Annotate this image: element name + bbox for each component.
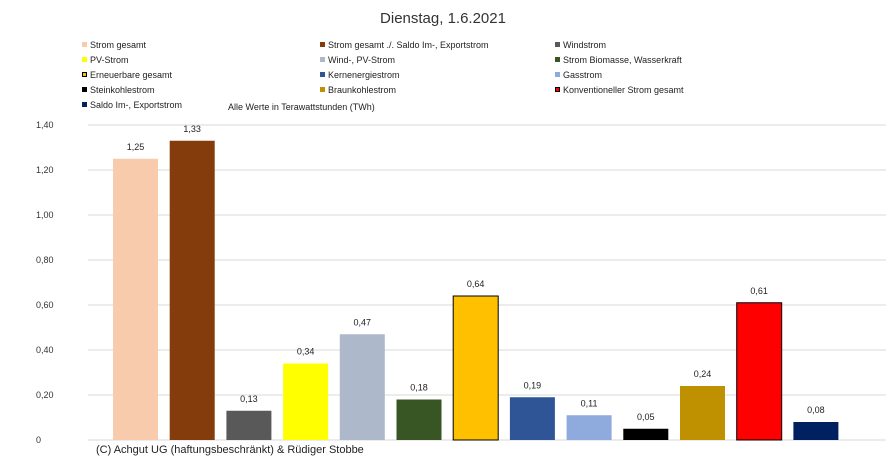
legend-label: Gasstrom [563,70,603,80]
bar [566,415,612,440]
legend-label: Saldo Im-, Exportstrom [90,100,183,110]
data-label: 0,61 [750,286,768,296]
bar [623,428,669,440]
legend-item: Strom Biomasse, Wasserkraft [555,55,682,67]
legend-label: Strom Biomasse, Wasserkraft [563,55,682,65]
chart-subtitle: Alle Werte in Terawattstunden (TWh) [228,102,375,112]
chart-title: Dienstag, 1.6.2021 [380,10,506,27]
bar [509,397,555,440]
legend-swatch [82,42,87,47]
bar [793,422,839,440]
legend-label: Erneuerbare gesamt [90,70,173,80]
y-tick-label: 0 [36,435,41,445]
data-label: 0,64 [467,279,485,289]
y-tick-label: 0,40 [36,345,54,355]
data-label: 0,13 [240,394,258,404]
bar [396,399,442,440]
y-tick-label: 1,40 [36,120,54,130]
legend-item: Strom gesamt [82,40,146,52]
legend-item: Strom gesamt ./. Saldo Im-, Exportstrom [320,40,489,52]
legend-label: Windstrom [563,40,607,50]
legend-swatch [555,57,560,62]
legend-item: Gasstrom [555,70,602,82]
y-tick-label: 1,20 [36,165,54,175]
data-label: 0,24 [694,369,712,379]
legend-label: Wind-, PV-Strom [328,55,396,65]
legend-item: PV-Strom [82,55,129,67]
legend-item: Erneuerbare gesamt [82,70,172,82]
legend-item: Kernenergiestrom [320,70,400,82]
bar [680,386,725,440]
legend-swatch [320,72,325,77]
legend-item: Braunkohlestrom [320,85,396,97]
data-label: 1,25 [127,142,145,152]
legend-swatch [82,72,87,77]
data-label: 0,11 [581,398,598,408]
y-tick-label: 0,60 [36,300,54,310]
bar [736,302,783,441]
legend-label: Kernenergiestrom [328,70,400,80]
bar [226,410,272,440]
legend-swatch [320,42,325,47]
data-label: 0,08 [807,405,825,415]
legend-item: Wind-, PV-Strom [320,55,395,67]
legend-swatch [555,72,560,77]
legend-label: PV-Strom [90,55,129,65]
data-label: 1,33 [183,124,201,134]
y-tick-label: 0,20 [36,390,54,400]
bar [169,140,215,440]
data-label: 0,18 [410,383,428,393]
legend-swatch [82,102,87,107]
legend-swatch [82,87,87,92]
legend-label: Strom gesamt [90,40,147,50]
data-label: 0,34 [297,347,315,357]
legend-label: Strom gesamt ./. Saldo Im-, Exportstrom [328,40,489,50]
legend-label: Braunkohlestrom [328,85,397,95]
data-label: 0,47 [354,317,372,327]
y-tick-label: 0,80 [36,255,54,265]
data-label: 0,19 [524,380,542,390]
legend-item: Windstrom [555,40,606,52]
legend-label: Konventioneller Strom gesamt [563,85,684,95]
bar [452,295,499,441]
legend-item: Saldo Im-, Exportstrom [82,100,182,112]
legend-item: Steinkohlestrom [82,85,155,97]
bar [113,158,158,440]
y-tick-label: 1,00 [36,210,54,220]
legend-swatch [320,87,325,92]
legend-swatch [82,57,87,62]
bar [283,363,329,440]
copyright-text: (C) Achgut UG (haftungsbeschränkt) & Rüd… [96,444,364,456]
legend-swatch [555,87,560,92]
legend-swatch [320,57,325,62]
data-label: 0,05 [637,412,655,422]
legend-label: Steinkohlestrom [90,85,155,95]
legend-item: Konventioneller Strom gesamt [555,85,684,97]
legend-swatch [555,42,560,47]
bar [339,334,385,440]
